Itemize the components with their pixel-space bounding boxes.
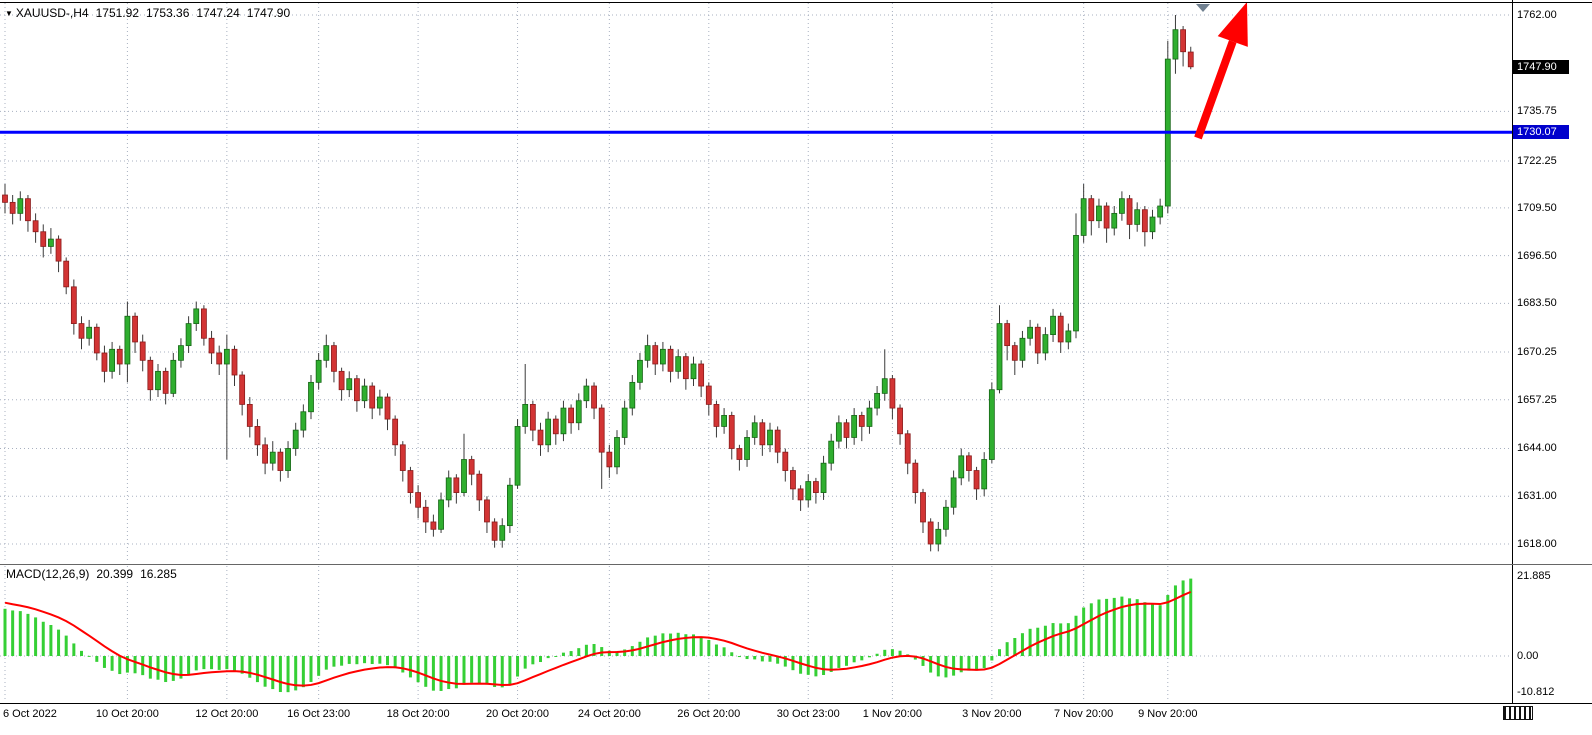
indicator-axis-label: 0.00	[1517, 650, 1539, 662]
price-axis-label: 1670.25	[1517, 346, 1557, 359]
indicator-axis-label: -10.812	[1517, 686, 1555, 698]
macd-signal-line	[4, 590, 1192, 687]
trend-arrow-head[interactable]	[1217, 2, 1248, 47]
pane-separator[interactable]	[0, 564, 1592, 565]
candles-group	[2, 15, 1194, 552]
price-axis-label: 1657.25	[1517, 393, 1557, 406]
ohlc-high: 1753.36	[146, 6, 190, 20]
time-axis-label: 26 Oct 20:00	[677, 708, 741, 720]
price-axis[interactable]: 1762.00 1735.75 1722.25 1709.50 1696.50 1683.…	[1512, 0, 1592, 703]
time-axis[interactable]: 6 Oct 2022 10 Oct 20:00 12 Oct 20:00 16 Oct…	[0, 703, 1592, 735]
indicator-value-main: 20.399	[96, 567, 134, 581]
time-axis-label: 3 Nov 20:00	[962, 708, 1022, 720]
price-axis-label: 1735.75	[1517, 105, 1557, 118]
price-axis-label: 1644.00	[1517, 442, 1557, 455]
indicator-axis-label: 21.885	[1517, 570, 1551, 582]
time-axis-label: 7 Nov 20:00	[1053, 708, 1114, 720]
price-axis-label: 1696.50	[1517, 249, 1557, 262]
time-axis-label: 20 Oct 20:00	[486, 708, 550, 720]
time-axis-label: 24 Oct 20:00	[577, 708, 641, 720]
window-top-border	[0, 2, 1592, 3]
price-axis-label: 1683.50	[1517, 297, 1557, 310]
current-price-tag: 1747.90	[1513, 59, 1569, 74]
price-axis-label: 1631.00	[1517, 490, 1557, 503]
indicator-readout: MACD(12,26,9) 20.399 16.285	[6, 567, 177, 581]
ohlc-close: 1747.90	[246, 6, 291, 20]
chart-shift-marker-icon[interactable]	[1196, 4, 1210, 12]
time-axis-label: 1 Nov 20:00	[862, 708, 923, 720]
hline-price-tag: 1730.07	[1513, 125, 1569, 140]
price-axis-label: 1762.00	[1517, 9, 1557, 21]
time-axis-label: 9 Nov 20:00	[1138, 708, 1198, 720]
price-axis-label: 1618.00	[1517, 538, 1557, 550]
time-axis-label: 18 Oct 20:00	[386, 708, 450, 720]
trend-arrow-shaft[interactable]	[1194, 40, 1237, 140]
grid-lines	[0, 3, 1512, 701]
ohlc-readout: ▼ XAUUSD-,H4 1751.92 1753.36 1747.24 1747.90	[5, 6, 290, 20]
time-axis-label: 6 Oct 2022	[3, 708, 57, 720]
indicator-value-signal: 16.285	[140, 567, 177, 581]
chart-canvas	[0, 2, 1512, 701]
time-axis-label: 16 Oct 23:00	[287, 708, 351, 720]
time-axis-label: 12 Oct 20:00	[195, 708, 259, 720]
collapse-triangle-icon[interactable]: ▼	[5, 9, 13, 18]
symbol-name: XAUUSD-,H4	[15, 6, 89, 20]
price-axis-label: 1722.25	[1517, 155, 1557, 168]
price-axis-label: 1709.50	[1517, 201, 1557, 214]
ohlc-open: 1751.92	[95, 6, 139, 20]
scrollbar-thumb[interactable]	[1503, 706, 1533, 720]
time-axis-label: 10 Oct 20:00	[95, 708, 159, 720]
time-axis-label: 30 Oct 23:00	[776, 708, 840, 720]
ohlc-low: 1747.24	[196, 6, 240, 20]
indicator-label: MACD(12,26,9)	[6, 567, 90, 581]
